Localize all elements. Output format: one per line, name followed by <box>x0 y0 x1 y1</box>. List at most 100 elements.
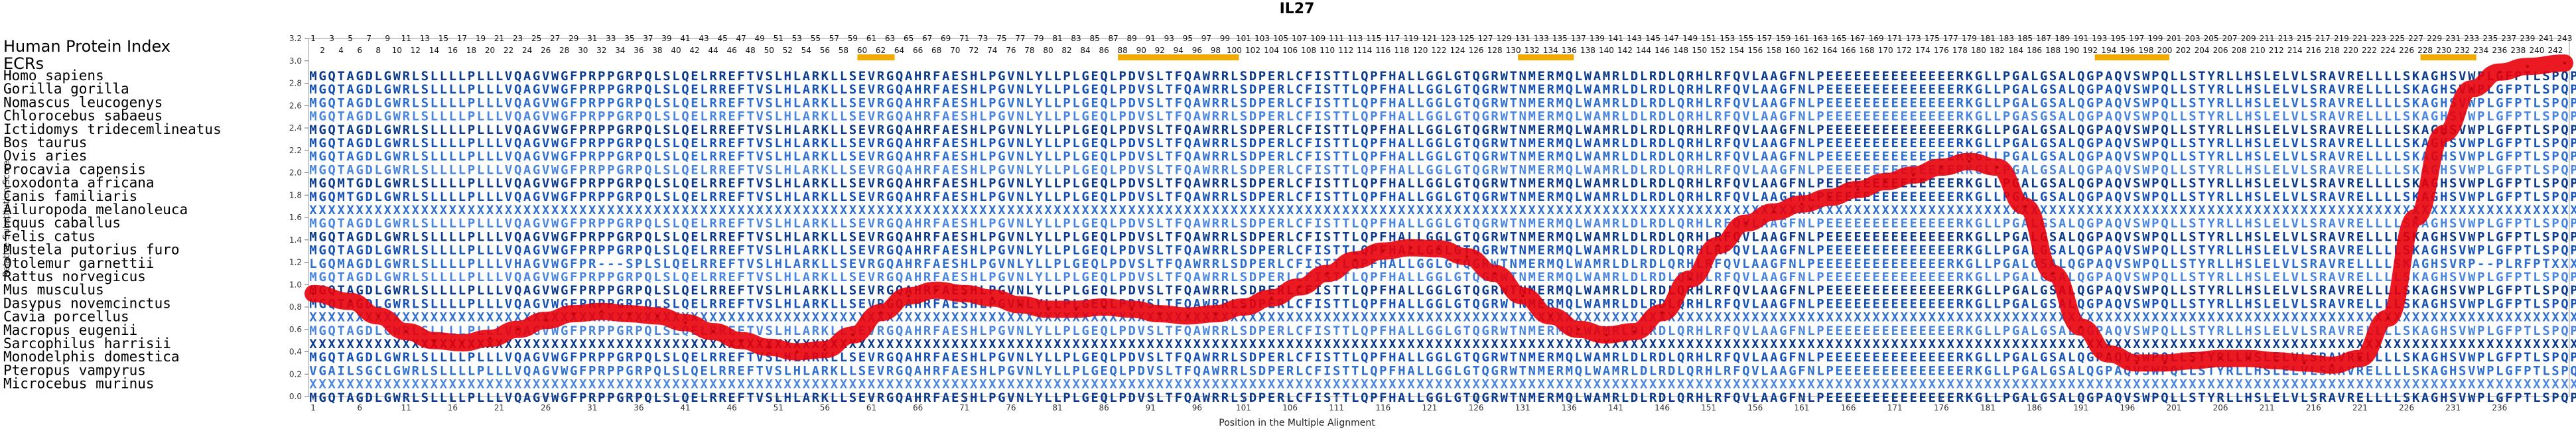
score-point <box>1744 221 1747 225</box>
alignment-row: MGQTAGDLGWRLSLLLLPLLLVQAGVWGFPRPPGRPQLSL… <box>309 270 2576 284</box>
protein-index-number: 198 <box>2138 46 2153 55</box>
protein-index-number: 99 <box>1220 34 1230 43</box>
x-tick-label: 101 <box>1236 403 1251 412</box>
protein-index-number: 34 <box>615 46 625 55</box>
protein-index-number: 32 <box>596 46 606 55</box>
y-tick-label: 3.2 <box>289 34 302 43</box>
species-name: Mustela putorius furo <box>3 242 180 258</box>
protein-index-number: 223 <box>2371 34 2386 43</box>
protein-index-number: 7 <box>366 34 372 43</box>
score-point <box>990 296 994 300</box>
protein-index-number: 79 <box>1034 34 1044 43</box>
protein-index-number: 109 <box>1310 34 1325 43</box>
protein-index-number: 9 <box>385 34 390 43</box>
y-tick-label: 0.6 <box>289 325 302 334</box>
alignment-row: MGQTAGDLGWRLSLLLLPLLLVQAGVWGFPRPPGRPQLSL… <box>309 136 2576 151</box>
x-tick-label: 56 <box>820 403 830 412</box>
protein-index-number: 105 <box>1273 34 1288 43</box>
protein-index-number: 148 <box>1673 46 1688 55</box>
protein-index-number: 115 <box>1366 34 1381 43</box>
y-tick-label: 0.2 <box>289 369 302 379</box>
protein-index-number: 29 <box>569 34 578 43</box>
protein-index-number: 194 <box>2101 46 2116 55</box>
score-point <box>1046 308 1050 311</box>
x-tick-label: 131 <box>1515 403 1530 412</box>
protein-index-number: 13 <box>420 34 430 43</box>
protein-index-number: 217 <box>2315 34 2331 43</box>
protein-index-number: 189 <box>2055 34 2070 43</box>
x-tick-label: 226 <box>2399 403 2414 412</box>
protein-index-number: 66 <box>913 46 923 55</box>
protein-index-number: 177 <box>1943 34 1958 43</box>
protein-index-number: 108 <box>1301 46 1316 55</box>
score-point <box>1130 308 1134 311</box>
species-name: Loxodonta africana <box>3 175 155 191</box>
score-point <box>460 341 464 344</box>
protein-index-number: 116 <box>1375 46 1390 55</box>
species-name: Nomascus leucogenys <box>3 94 163 110</box>
score-point <box>935 288 938 292</box>
alignment-row: XXXXXXXXXXXXXXXXXXXXXXXXXXXXXXXXXXXXXXXX… <box>309 337 2576 351</box>
protein-index-number: 90 <box>1136 46 1146 55</box>
protein-index-number: 94 <box>1174 46 1184 55</box>
protein-index-number: 135 <box>1552 34 1568 43</box>
protein-index-number: 64 <box>894 46 904 55</box>
alignment-row: XXXXXXXXXXXXXXXXXXXXXXXXXXXXXXXXXXXXXXXX… <box>309 203 2576 217</box>
protein-index-number: 65 <box>904 34 914 43</box>
protein-index-number: 183 <box>1999 34 2014 43</box>
alignment-row: MGQTAGDLGWRLSLLLLPLLLVQAGVWGFPRPPGRPQLSL… <box>309 123 2576 137</box>
score-point <box>1214 312 1217 316</box>
protein-index-number: 174 <box>1915 46 1931 55</box>
y-tick-label: 0.8 <box>289 302 302 312</box>
protein-index-number: 190 <box>2064 46 2079 55</box>
protein-index-number: 141 <box>1608 34 1623 43</box>
score-point <box>1856 188 1860 191</box>
score-point <box>879 311 882 314</box>
protein-index-number: 83 <box>1071 34 1081 43</box>
protein-index-number: 12 <box>411 46 421 55</box>
protein-index-number: 122 <box>1432 46 1447 55</box>
score-point <box>2498 70 2501 74</box>
alignment-row: MGQTAGDLGWRLSLLLLPLLLVQAGVWGFPRPPGRPQLSL… <box>309 283 2576 298</box>
protein-index-number: 23 <box>513 34 523 43</box>
protein-index-number: 164 <box>1822 46 1838 55</box>
protein-index-number: 49 <box>755 34 765 43</box>
protein-index-number: 131 <box>1515 34 1530 43</box>
score-point <box>2107 352 2110 355</box>
protein-index-number: 201 <box>2166 34 2181 43</box>
score-point <box>1018 303 1022 306</box>
protein-index-number: 97 <box>1201 34 1211 43</box>
score-point <box>1381 249 1385 253</box>
protein-index-number: 10 <box>392 46 402 55</box>
protein-index-number: 63 <box>885 34 895 43</box>
y-tick-label: 1.0 <box>289 280 302 289</box>
species-name: Equus caballus <box>3 215 121 231</box>
protein-index-number: 181 <box>1980 34 1996 43</box>
protein-index-number: 2 <box>320 46 325 55</box>
score-point <box>1465 255 1469 259</box>
protein-index-number: 151 <box>1701 34 1716 43</box>
protein-index-number: 73 <box>978 34 988 43</box>
protein-index-number: 202 <box>2176 46 2191 55</box>
y-tick-label: 0.0 <box>289 392 302 401</box>
protein-index-number: 53 <box>792 34 802 43</box>
alignment-row: MGQTAGDLGWRLSLLLLPLLLVQAGVWGFPRPPGRPQLSL… <box>309 69 2576 84</box>
protein-index-number: 153 <box>1720 34 1735 43</box>
protein-index-number: 234 <box>2473 46 2488 55</box>
protein-index-number: 74 <box>987 46 997 55</box>
score-point <box>2247 357 2250 360</box>
species-name: Ovis aries <box>3 148 87 164</box>
species-name: Felis catus <box>3 228 96 244</box>
protein-index-number: 56 <box>820 46 830 55</box>
protein-index-number: 157 <box>1757 34 1772 43</box>
protein-index-number: 51 <box>774 34 783 43</box>
protein-index-number: 103 <box>1254 34 1270 43</box>
protein-index-number: 134 <box>1543 46 1558 55</box>
alignment-row: MGQTAGDLGWRLSLLLLPLLLVQAGVWGFPRPPGRPQLSL… <box>309 109 2576 124</box>
protein-index-number: 236 <box>2492 46 2507 55</box>
x-axis-label: Position in the Multiple Alignment <box>1219 418 1375 428</box>
protein-index-number: 212 <box>2269 46 2284 55</box>
protein-index-number: 82 <box>1061 46 1071 55</box>
score-point <box>2051 272 2055 275</box>
